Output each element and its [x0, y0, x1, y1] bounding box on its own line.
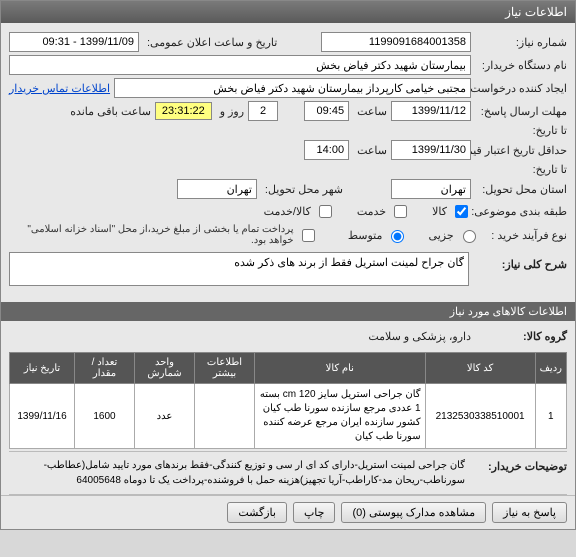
- opt-goods: کالا: [428, 205, 447, 218]
- chk-partial-pay[interactable]: [302, 229, 315, 242]
- summary-field[interactable]: [9, 252, 469, 286]
- chk-goods-service[interactable]: [319, 205, 332, 218]
- valid-time[interactable]: [304, 140, 349, 160]
- col-name: نام کالا: [255, 353, 426, 384]
- col-date: تاریخ نیاز: [10, 353, 75, 384]
- table-row[interactable]: 1 2132530338510001 گان جراحی استریل سایز…: [10, 384, 567, 449]
- need-no-label: شماره نیاز:: [475, 36, 567, 49]
- form-area: شماره نیاز: تاریخ و ساعت اعلان عمومی: نا…: [1, 23, 575, 302]
- days-field[interactable]: [248, 101, 278, 121]
- chk-service[interactable]: [394, 205, 407, 218]
- valid-date[interactable]: [391, 140, 471, 160]
- deadline-time[interactable]: [304, 101, 349, 121]
- cell-unit: عدد: [135, 384, 195, 449]
- print-button[interactable]: چاپ: [293, 502, 336, 523]
- notes-label: توضیحات خریدار:: [475, 456, 567, 473]
- col-idx: ردیف: [535, 353, 566, 384]
- col-unit: واحد شمارش: [135, 353, 195, 384]
- contact-link[interactable]: اطلاعات تماس خریدار: [9, 82, 110, 95]
- window-title: اطلاعات نیاز: [1, 1, 575, 23]
- to-date2-label: تا تاریخ:: [475, 163, 567, 176]
- items-table: ردیف کد کالا نام کالا اطلاعات بیشتر واحد…: [9, 352, 567, 449]
- radio-medium[interactable]: [391, 230, 404, 243]
- need-no-field[interactable]: [321, 32, 471, 52]
- group-label: گروه کالا:: [475, 330, 567, 343]
- radio-small[interactable]: [463, 230, 476, 243]
- opt-medium: متوسط: [344, 229, 383, 242]
- col-more: اطلاعات بیشتر: [195, 353, 255, 384]
- remaining-label: ساعت باقی مانده: [66, 105, 151, 118]
- summary-label: شرح کلی نیاز:: [475, 252, 567, 271]
- notes-text: گان جراحی لمینت استریل-دارای کد ای ار سی…: [9, 456, 469, 490]
- back-button[interactable]: بازگشت: [227, 502, 287, 523]
- creator-field[interactable]: [114, 78, 471, 98]
- deadline-date[interactable]: [391, 101, 471, 121]
- creator-label: ایجاد کننده درخواست:: [475, 82, 567, 95]
- countdown: 23:31:22: [155, 102, 212, 120]
- min-valid-label: حداقل تاریخ اعتبار قیمت:: [475, 144, 567, 157]
- days-label: روز و: [216, 105, 244, 118]
- process-label: نوع فرآیند خرید :: [483, 229, 567, 242]
- time-label-1: ساعت: [353, 105, 387, 118]
- items-header: اطلاعات کالاهای مورد نیاز: [1, 302, 575, 321]
- buyer-field[interactable]: [9, 55, 471, 75]
- cell-idx: 1: [535, 384, 566, 449]
- deadline-label: مهلت ارسال پاسخ:: [475, 105, 567, 118]
- opt-service: خدمت: [353, 205, 386, 218]
- cell-qty: 1600: [75, 384, 135, 449]
- cell-date: 1399/11/16: [10, 384, 75, 449]
- budget-label: طبقه بندی موضوعی:: [475, 205, 567, 218]
- opt-goods-service: کالا/خدمت: [260, 205, 311, 218]
- attachments-button[interactable]: مشاهده مدارک پیوستی (0): [341, 502, 486, 523]
- cell-more: [195, 384, 255, 449]
- group-value: دارو، پزشکی و سلامت: [364, 330, 471, 343]
- announce-field[interactable]: [9, 32, 139, 52]
- chk-goods[interactable]: [455, 205, 468, 218]
- reply-button[interactable]: پاسخ به نیاز: [492, 502, 567, 523]
- main-window: { "window": { "title": "اطلاعات نیاز" },…: [0, 0, 576, 530]
- delivery-city[interactable]: [177, 179, 257, 199]
- announce-label: تاریخ و ساعت اعلان عمومی:: [143, 36, 277, 49]
- partial-pay-label: پرداخت تمام یا بخشی از مبلغ خرید،از محل …: [9, 224, 294, 246]
- delivery-state-label: استان محل تحویل:: [475, 183, 567, 196]
- col-qty: تعداد / مقدار: [75, 353, 135, 384]
- delivery-city-label: شهر محل تحویل:: [261, 183, 343, 196]
- cell-name: گان جراحی استریل سایز cm 120 بسته 1 عددی…: [255, 384, 426, 449]
- opt-small: جزیی: [425, 229, 454, 242]
- footer: پاسخ به نیاز مشاهده مدارک پیوستی (0) چاپ…: [1, 495, 575, 529]
- col-code: کد کالا: [425, 353, 535, 384]
- time-label-2: ساعت: [353, 144, 387, 157]
- cell-code: 2132530338510001: [425, 384, 535, 449]
- delivery-state[interactable]: [391, 179, 471, 199]
- buyer-label: نام دستگاه خریدار:: [475, 59, 567, 72]
- to-date-label: تا تاریخ:: [475, 124, 567, 137]
